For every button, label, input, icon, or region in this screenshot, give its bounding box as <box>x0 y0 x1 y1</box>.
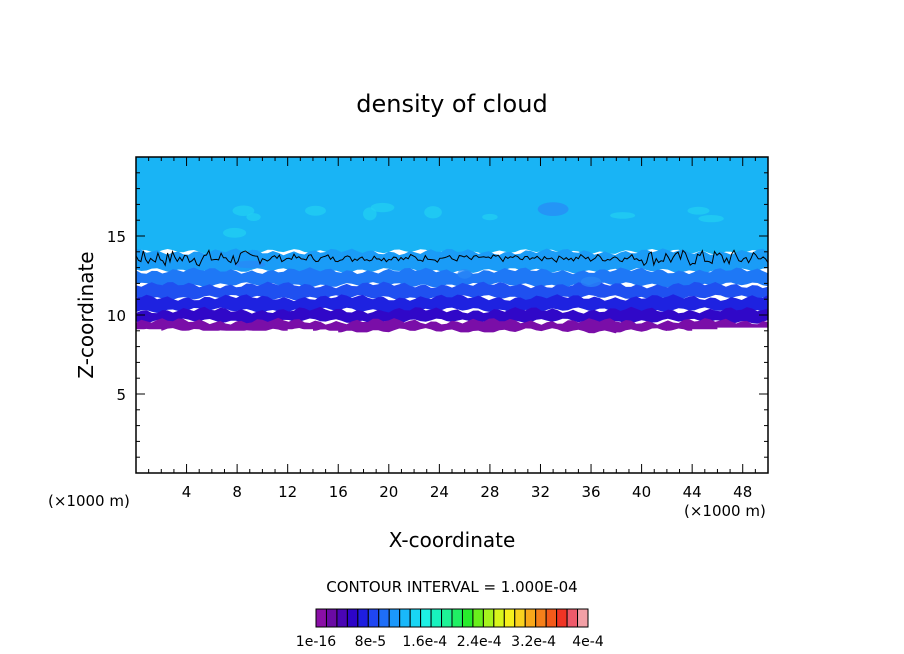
colorbar-swatch <box>524 608 537 628</box>
x-axis-label: X-coordinate <box>389 528 516 552</box>
texture-spot <box>687 206 710 215</box>
texture-spot <box>234 260 266 269</box>
x-tick-label: 20 <box>379 483 398 501</box>
colorbar-swatch <box>325 608 338 628</box>
colorbar-swatch <box>472 608 484 628</box>
texture-spot <box>370 202 395 213</box>
colorbar-tick-label: 8e-5 <box>355 634 386 650</box>
cloud-layer-band <box>136 267 768 288</box>
contour-interval-label: CONTOUR INTERVAL = 1.000E-04 <box>326 578 577 596</box>
texture-spot <box>305 205 326 216</box>
x-tick-label: 32 <box>531 483 550 501</box>
texture-spot <box>363 207 377 221</box>
texture-spot <box>222 227 247 238</box>
colorbar-tick-label: 1e-16 <box>296 634 336 650</box>
cloud-layer-band <box>136 294 768 314</box>
texture-spot <box>610 212 636 219</box>
colorbar-swatch <box>556 608 568 628</box>
colorbar <box>315 608 589 628</box>
colorbar-swatch <box>430 608 443 628</box>
cloud-layer-band <box>136 317 768 334</box>
colorbar-tick-label: 4e-4 <box>572 634 604 650</box>
texture-spot <box>457 269 472 279</box>
colorbar-tick-label: 2.4e-4 <box>457 634 502 650</box>
x-unit-right: (×1000 m) <box>684 502 766 520</box>
texture-spot <box>482 213 498 221</box>
y-tick-labels: 5 10 15 <box>107 228 126 404</box>
contour-line <box>136 249 768 267</box>
colorbar-tick-labels: 1e-16 8e-5 1.6e-4 2.4e-4 3.2e-4 4e-4 <box>296 634 604 650</box>
texture-spot <box>698 214 724 223</box>
colorbar-tick-label: 1.6e-4 <box>402 634 447 650</box>
colorbar-swatch <box>545 608 558 628</box>
axis-ticks <box>136 157 768 473</box>
y-axis-label: Z-coordinate <box>74 251 98 378</box>
colorbar-swatch <box>503 608 516 628</box>
texture-spot <box>537 202 569 217</box>
cloud-layer-band <box>136 157 768 255</box>
colorbar-swatch <box>535 608 547 628</box>
y-tick-label: 15 <box>107 228 126 246</box>
y-tick-label: 5 <box>116 386 126 404</box>
colorbar-swatch <box>566 608 579 628</box>
colorbar-swatch <box>577 608 589 628</box>
colorbar-swatch <box>315 608 327 628</box>
x-tick-label: 16 <box>329 483 348 501</box>
colorbar-swatch <box>357 608 369 628</box>
x-unit-left: (×1000 m) <box>48 492 130 510</box>
x-tick-label: 4 <box>182 483 192 501</box>
colorbar-swatch <box>367 608 380 628</box>
plot-area <box>136 157 768 473</box>
x-tick-label: 40 <box>632 483 651 501</box>
x-tick-label: 48 <box>733 483 752 501</box>
colorbar-swatch <box>461 608 474 628</box>
x-tick-label: 36 <box>581 483 600 501</box>
texture-spot <box>424 206 442 219</box>
cloud-texture <box>222 202 724 288</box>
x-tick-label: 24 <box>430 483 449 501</box>
x-tick-label: 28 <box>480 483 499 501</box>
colorbar-swatch <box>378 608 390 628</box>
y-tick-label: 10 <box>107 307 126 325</box>
colorbar-swatch <box>493 608 505 628</box>
cloud-base-boundary <box>136 324 768 473</box>
chart-title: density of cloud <box>356 90 547 118</box>
colorbar-swatch <box>388 608 401 628</box>
colorbar-swatch <box>441 608 453 628</box>
x-tick-labels: 4 8 12 16 20 24 28 32 36 40 44 48 <box>182 483 752 501</box>
colorbar-swatch <box>409 608 422 628</box>
colorbar-swatch <box>399 608 411 628</box>
texture-spot <box>232 205 255 216</box>
colorbar-tick-label: 3.2e-4 <box>511 634 556 650</box>
x-tick-label: 8 <box>232 483 242 501</box>
x-tick-label: 44 <box>683 483 702 501</box>
colorbar-swatch <box>514 608 526 628</box>
colorbar-swatch <box>336 608 348 628</box>
colorbar-swatch <box>346 608 359 628</box>
colorbar-swatch <box>451 608 463 628</box>
colorbar-swatch <box>420 608 432 628</box>
texture-spot <box>246 213 261 222</box>
cloud-layer-band <box>136 281 768 301</box>
cloud-layers <box>136 157 768 334</box>
colorbar-swatch <box>482 608 495 628</box>
texture-spot <box>580 276 602 288</box>
x-tick-label: 12 <box>278 483 297 501</box>
